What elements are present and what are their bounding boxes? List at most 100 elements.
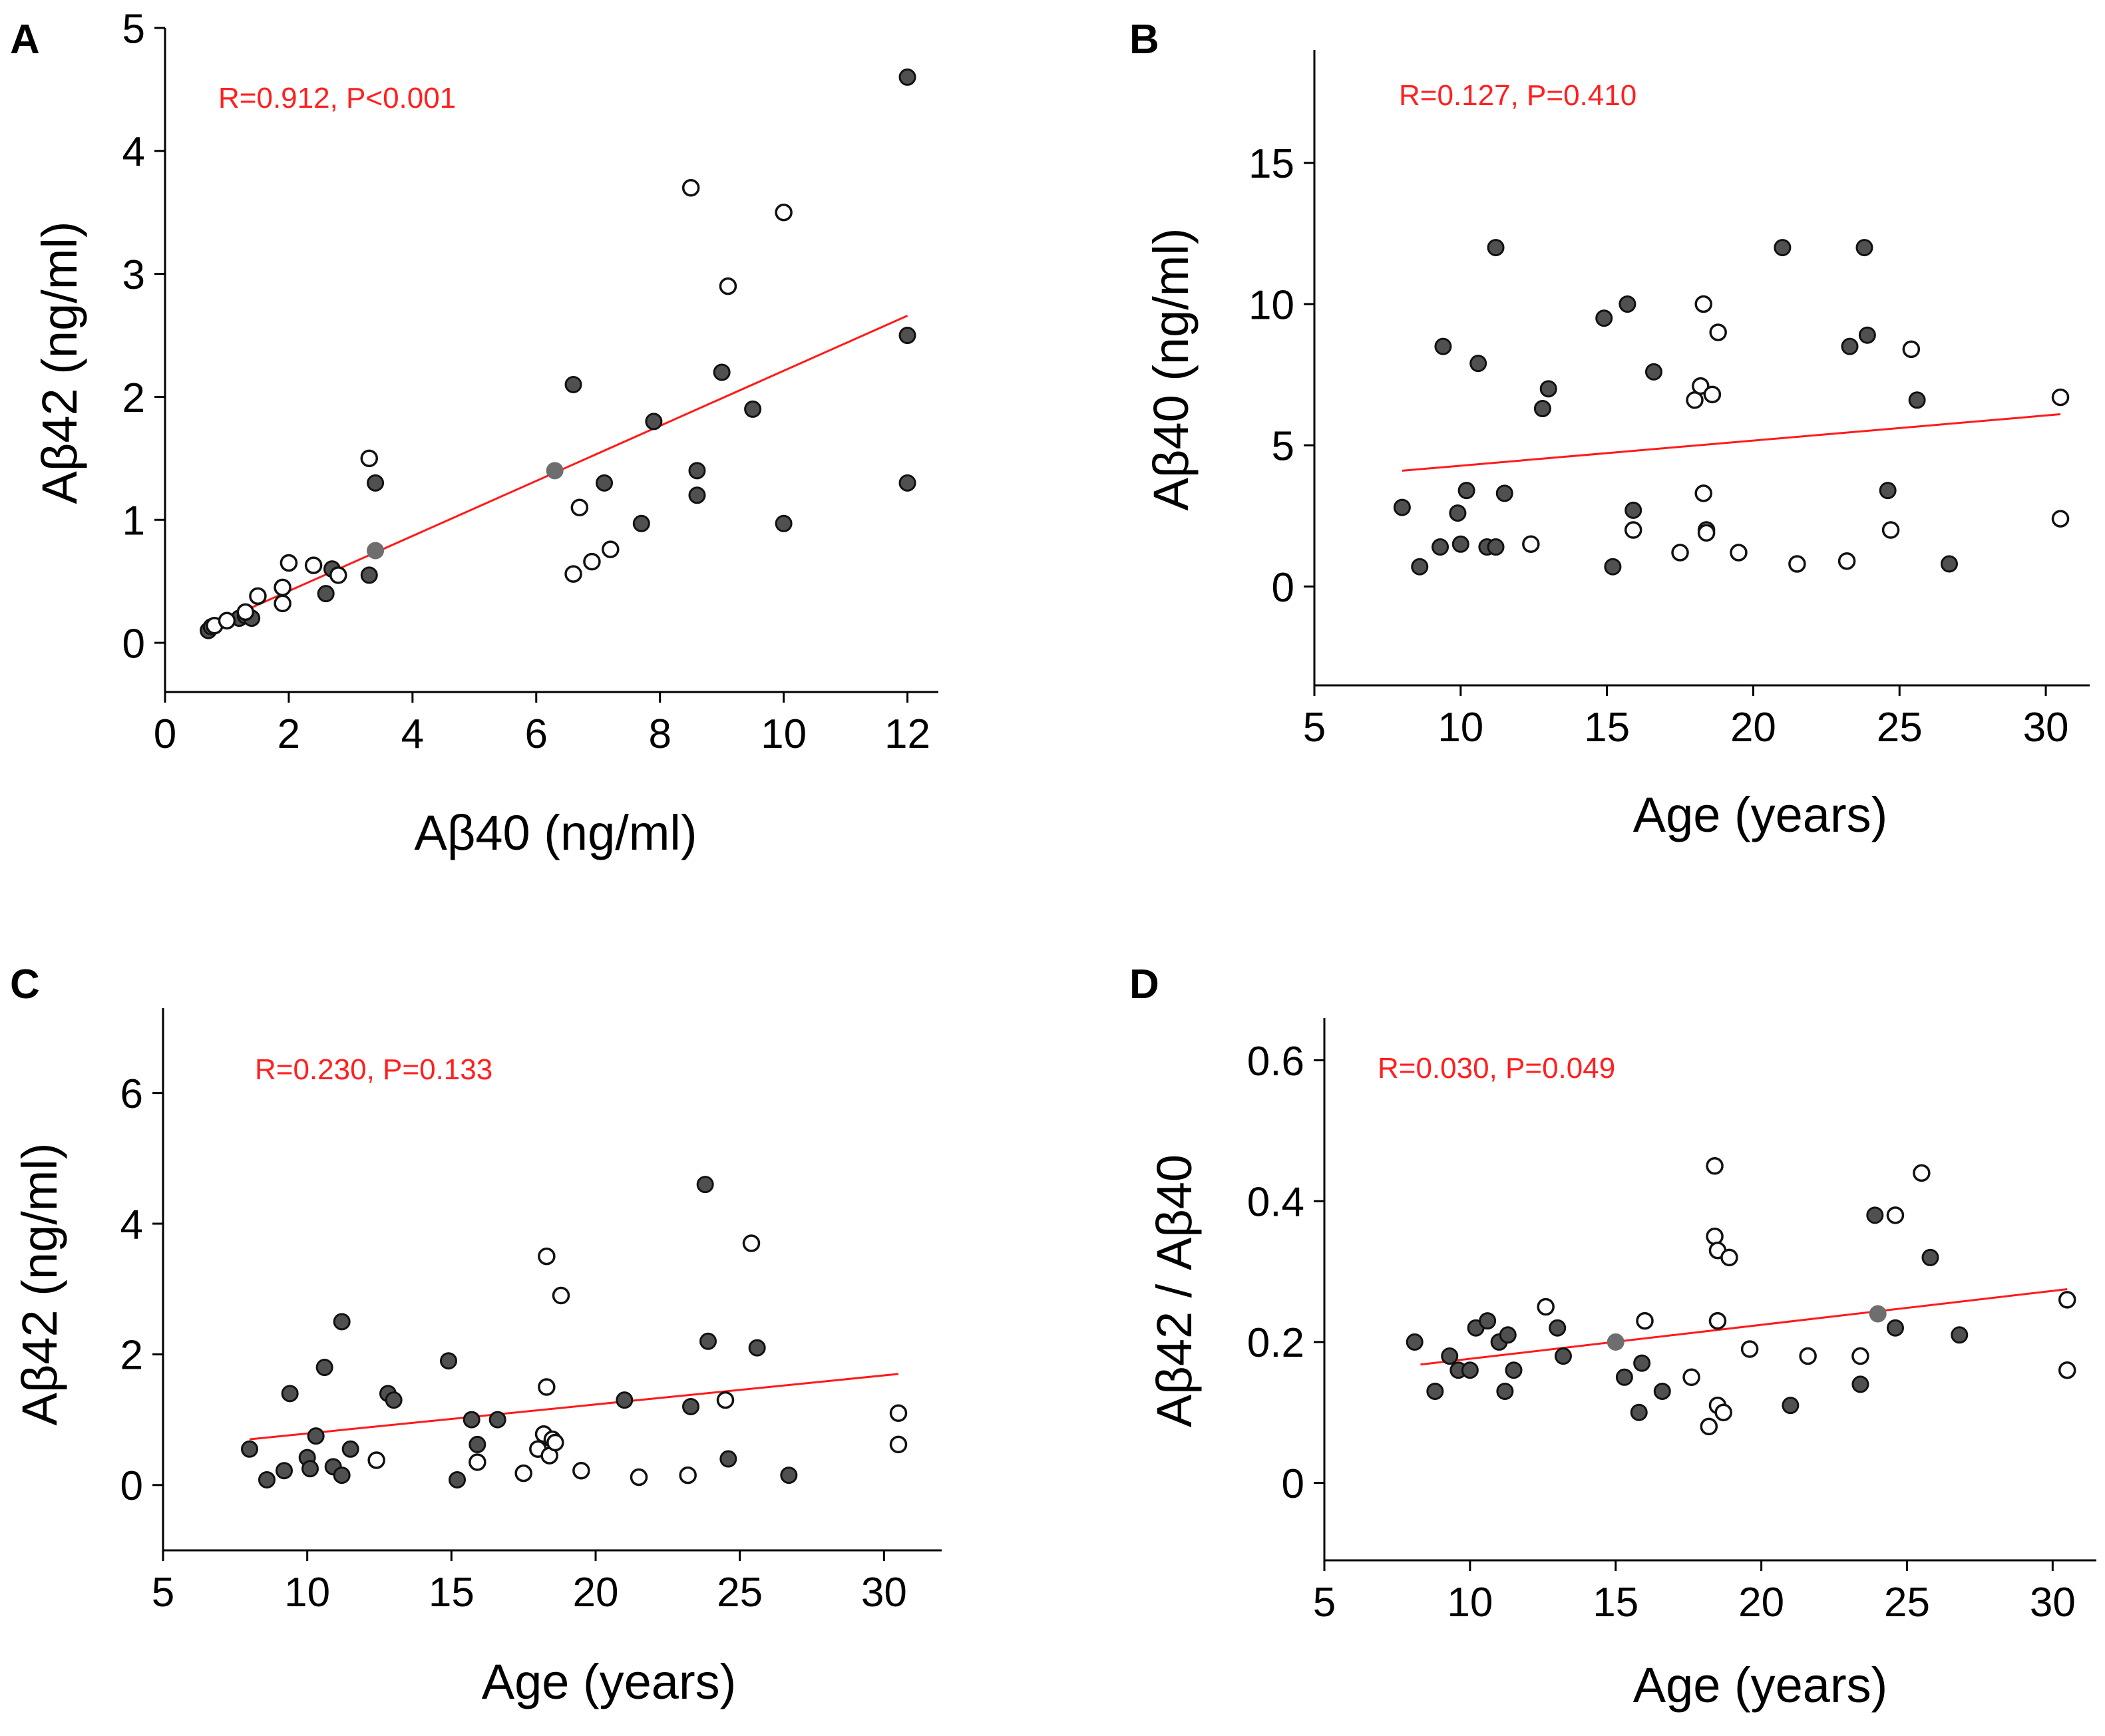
x-tick-label: 5 [1303, 705, 1326, 751]
y-tick-label: 5 [1272, 424, 1294, 470]
data-point-filled [1886, 1319, 1904, 1337]
data-point-open [1720, 1248, 1738, 1267]
data-point-filled [1841, 337, 1859, 355]
data-point-open [630, 1468, 648, 1486]
trend-line [1402, 413, 2061, 472]
trend-line [249, 1373, 899, 1441]
x-tick-label: 20 [1738, 1580, 1784, 1626]
data-point-open [1692, 377, 1710, 395]
data-point-filled [632, 514, 650, 532]
data-point-filled [1940, 555, 1958, 573]
annotation-a: R=0.912, P<0.001 [218, 82, 456, 114]
data-point-open [679, 1466, 697, 1484]
x-tick-label: 25 [1877, 705, 1923, 751]
data-point-filled [1633, 1354, 1651, 1372]
data-point-filled [1625, 501, 1642, 519]
x-tick-label: 0 [154, 711, 176, 757]
data-point-filled [1499, 1326, 1517, 1344]
data-point-filled [1495, 484, 1513, 502]
data-point-filled [315, 1359, 333, 1377]
data-point-filled [1432, 538, 1449, 556]
y-tick-label: 10 [1248, 282, 1294, 328]
y-tick-label: 5 [122, 6, 145, 52]
data-point-open [538, 1247, 556, 1266]
y-tick-label: 15 [1248, 141, 1294, 187]
data-point-filled [744, 400, 762, 418]
data-point-mean [1607, 1333, 1625, 1351]
data-point-open [514, 1464, 532, 1482]
data-point-filled [564, 375, 582, 393]
x-tick-label: 4 [401, 711, 424, 757]
data-point-open [1706, 1157, 1724, 1175]
data-point-filled [1908, 391, 1926, 409]
data-point-filled [440, 1352, 457, 1370]
data-point-open [1706, 1227, 1724, 1246]
x-tick-label: 12 [884, 711, 930, 757]
data-point-filled [1461, 1361, 1479, 1379]
data-point-filled [1604, 558, 1622, 576]
data-point-open [1709, 323, 1727, 341]
data-point-open [1700, 1417, 1718, 1436]
y-tick-label: 6 [120, 1071, 143, 1117]
data-point-open [1697, 524, 1716, 542]
data-point-filled [682, 1397, 699, 1415]
data-point-open [1881, 521, 1900, 539]
data-point-filled [748, 1339, 766, 1357]
data-point-open [1694, 295, 1712, 313]
data-point-filled [1858, 326, 1876, 344]
data-point-open [1740, 1340, 1759, 1358]
y-tick-label: 0.4 [1247, 1180, 1304, 1226]
data-point-filled [1426, 1382, 1444, 1400]
y-tick-label: 3 [122, 252, 145, 298]
data-point-filled [1451, 535, 1469, 553]
plot-area-d: 5 10 15 20 25 30 0 0.2 0.4 0.6 [1247, 1018, 2096, 1626]
x-tick-label: 6 [525, 711, 548, 757]
x-tick-label: 15 [429, 1570, 475, 1616]
data-point-filled [463, 1411, 480, 1429]
data-point-open [1714, 1403, 1732, 1421]
data-point-filled [1457, 482, 1475, 500]
x-tick-label: 30 [2030, 1580, 2076, 1626]
data-point-open [552, 1286, 570, 1305]
x-axis-label-c: Age (years) [482, 1654, 736, 1709]
data-point-open [2051, 388, 2070, 407]
data-point-filled [719, 1450, 737, 1468]
data-point-filled [1479, 1312, 1497, 1330]
data-point-filled [898, 327, 916, 345]
data-point-filled [780, 1467, 798, 1484]
panel-label-d: D [1129, 961, 1159, 1007]
data-point-open [274, 594, 291, 613]
panel-label-c: C [10, 961, 40, 1007]
data-point-open [218, 611, 236, 630]
data-point-open [1537, 1298, 1555, 1316]
data-point-filled [241, 1440, 258, 1458]
data-point-filled [1539, 380, 1557, 398]
y-axis-label-b: Aβ40 (ng/ml) [1143, 228, 1199, 510]
y-tick-label: 0 [122, 621, 145, 667]
data-point-filled [281, 1385, 299, 1403]
data-point-open [249, 587, 267, 606]
data-point-filled [488, 1411, 506, 1429]
data-point-open [360, 449, 379, 468]
panel-label-a: A [10, 17, 40, 63]
data-point-filled [1393, 498, 1411, 516]
data-point-filled [367, 474, 385, 492]
x-tick-label: 25 [1884, 1580, 1930, 1626]
x-tick-label: 10 [1437, 705, 1483, 751]
data-point-open [329, 566, 347, 584]
x-tick-label: 2 [278, 711, 300, 757]
data-point-open [564, 565, 582, 583]
data-point-mean [546, 462, 564, 480]
x-tick-label: 10 [1447, 1580, 1493, 1626]
data-point-filled [688, 462, 706, 480]
data-point-filled [1487, 239, 1505, 257]
data-point-filled [333, 1467, 351, 1484]
data-point-mean [1869, 1305, 1887, 1323]
data-point-filled [1505, 1361, 1523, 1379]
data-point-filled [898, 68, 916, 86]
y-tick-label: 1 [122, 498, 145, 544]
data-point-filled [360, 566, 378, 584]
x-tick-label: 20 [1730, 705, 1776, 751]
y-tick-label: 0 [120, 1463, 143, 1509]
